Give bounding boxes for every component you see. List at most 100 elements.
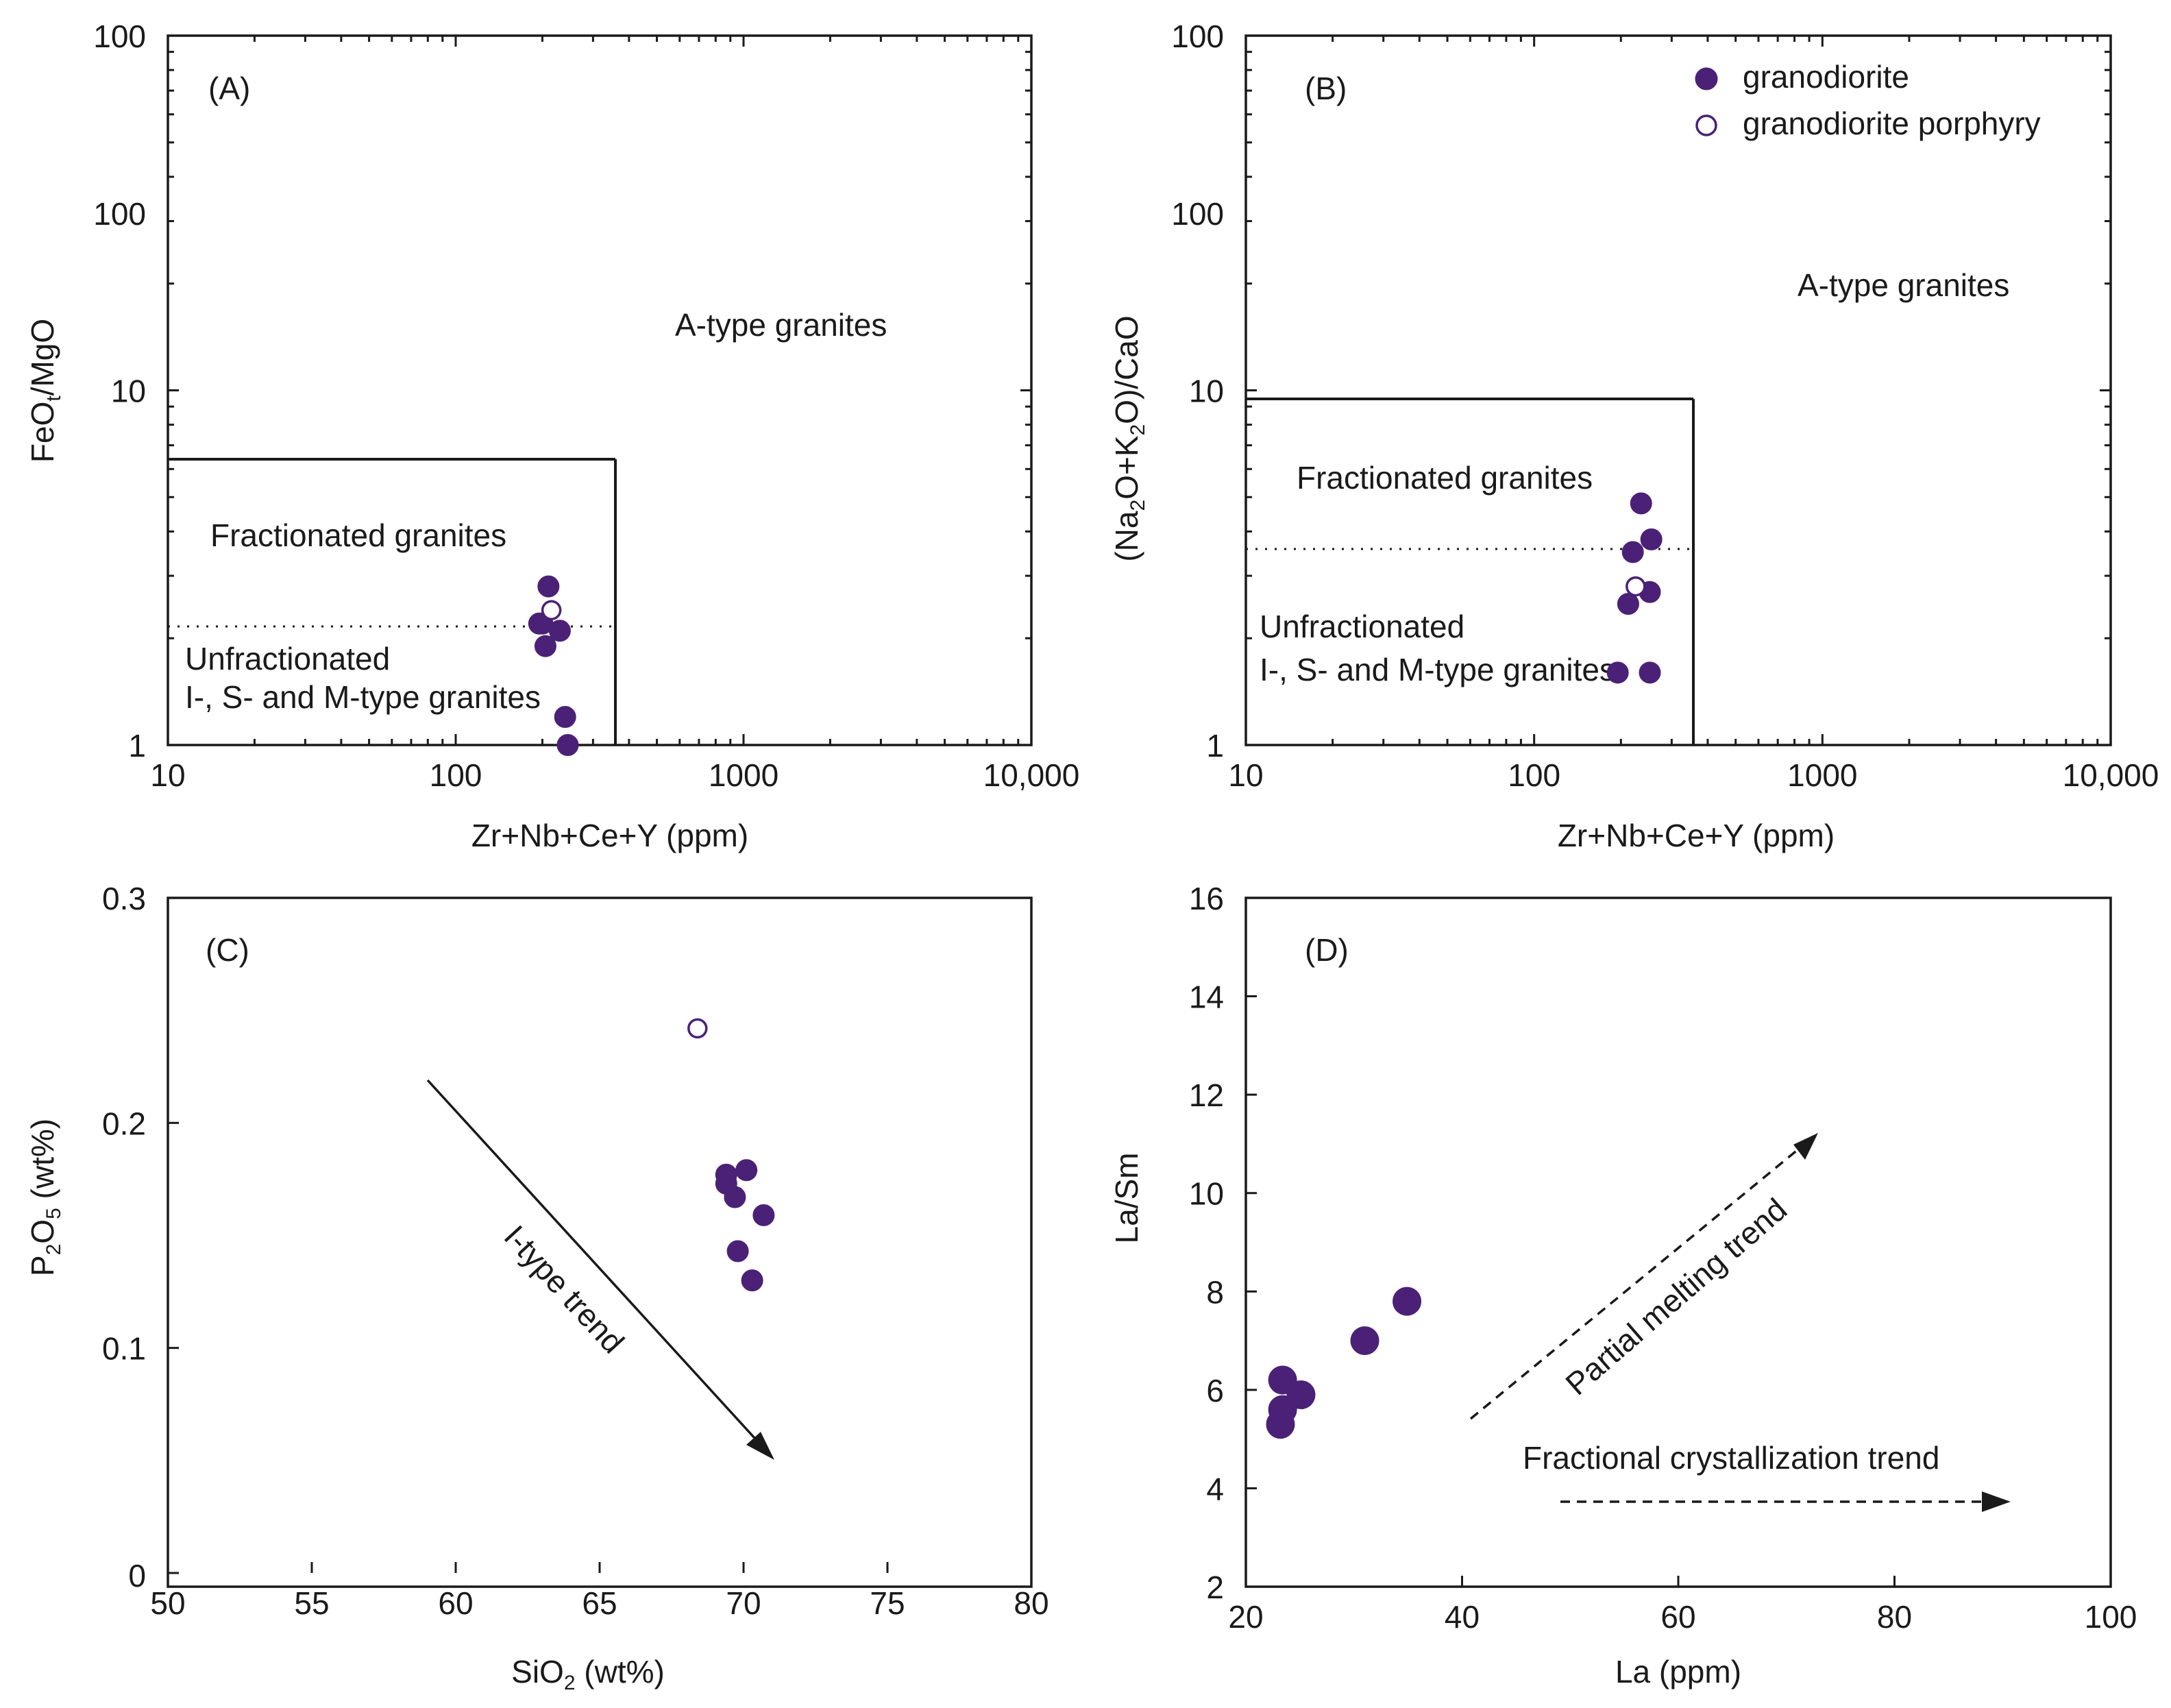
plot-frame xyxy=(167,896,1033,1588)
x-tick-label: 100 xyxy=(430,757,482,793)
unfractionated-label: Unfractionated xyxy=(185,641,390,676)
y-axis-title: La/Sm xyxy=(1109,1153,1144,1244)
data-point-granodiorite xyxy=(1350,1326,1379,1356)
trend-arrow-head xyxy=(1793,1133,1818,1160)
fractional-crystallization-trend-arrow xyxy=(1560,1491,2011,1512)
data-point-granodiorite xyxy=(724,1186,746,1208)
data-point-granodiorite xyxy=(752,1204,775,1226)
x-tick-label: 65 xyxy=(582,1585,617,1621)
x-tick-label: 20 xyxy=(1228,1599,1263,1635)
x-tick-label: 100 xyxy=(1508,757,1560,793)
legend: granodiorite granodiorite porphyry xyxy=(1695,59,2041,141)
panel-d: 20 40 60 80 100 2 4 6 8 10 12 14 16 (D) Partial melt… xyxy=(1109,881,2137,1689)
panel-label-d: (D) xyxy=(1305,932,1349,968)
plot-frame xyxy=(167,34,1033,746)
x-tick-label: 70 xyxy=(726,1585,761,1621)
data-point-granodiorite-porphyry xyxy=(541,600,562,620)
tick-marks xyxy=(1244,34,2111,746)
x-axis-title: Zr+Nb+Ce+Y (ppm) xyxy=(471,818,748,853)
data-point-granodiorite xyxy=(554,706,576,729)
tick-labels: 50 55 60 65 70 75 80 0 0.1 0.2 0.3 xyxy=(102,881,1049,1621)
fractional-crystallization-trend-label: Fractional crystallization trend xyxy=(1523,1440,1939,1476)
data-point-granodiorite xyxy=(537,575,560,598)
x-tick-label: 80 xyxy=(1877,1599,1912,1635)
data-point-granodiorite xyxy=(1639,661,1661,684)
panel-c: 50 55 60 65 70 75 80 0 0.1 0.2 0.3 (C) I-type tren… xyxy=(25,881,1049,1694)
x-tick-label: 80 xyxy=(1014,1585,1048,1621)
data-points xyxy=(1266,1286,1422,1439)
x-tick-label: 10,000 xyxy=(983,757,1080,793)
data-point-granodiorite xyxy=(1617,593,1639,615)
y-tick-label: 16 xyxy=(1189,881,1224,916)
tick-labels: 20 40 60 80 100 2 4 6 8 10 12 14 16 xyxy=(1189,881,2137,1635)
partial-melting-trend-label: Partial melting trend xyxy=(1558,1191,1793,1402)
data-points xyxy=(528,575,579,756)
fractionated-granites-label: Fractionated granites xyxy=(1297,460,1593,496)
y-tick-label: 14 xyxy=(1189,979,1224,1015)
legend-marker-granodiorite-porphyry xyxy=(1695,114,1717,136)
data-point-granodiorite xyxy=(556,734,579,756)
y-tick-label: 100 xyxy=(93,19,146,54)
data-point-granodiorite xyxy=(741,1269,763,1292)
legend-label-granodiorite: granodiorite xyxy=(1743,59,1909,95)
data-point-granodiorite xyxy=(1286,1380,1316,1410)
x-tick-label: 60 xyxy=(438,1585,473,1621)
y-tick-label: 4 xyxy=(1206,1471,1224,1506)
x-axis-title: La (ppm) xyxy=(1615,1654,1741,1689)
y-axis-title: (Na2O+K2O)/CaO xyxy=(1109,315,1149,561)
data-point-granodiorite xyxy=(1266,1410,1295,1439)
y-tick-label: 0 xyxy=(128,1558,146,1594)
data-point-granodiorite xyxy=(1640,528,1663,550)
data-point-granodiorite xyxy=(548,620,571,642)
data-point-granodiorite xyxy=(726,1240,749,1262)
y-tick-label: 10 xyxy=(1189,374,1224,409)
trend-arrow-line xyxy=(426,1079,763,1448)
y-tick-label: 6 xyxy=(1206,1373,1224,1408)
data-point-granodiorite xyxy=(1393,1286,1422,1316)
y-tick-label: 100 xyxy=(1171,19,1224,54)
legend-marker-granodiorite xyxy=(1695,67,1718,90)
data-point-granodiorite xyxy=(1606,661,1629,684)
data-point-granodiorite xyxy=(1621,541,1644,563)
data-points xyxy=(687,1018,775,1292)
partial-melting-trend-arrow xyxy=(1469,1133,1818,1420)
x-tick-label: 10 xyxy=(150,757,185,793)
panel-label-a: (A) xyxy=(208,71,250,106)
panel-label-c: (C) xyxy=(206,932,249,968)
i-type-trend-label: I-type trend xyxy=(498,1219,632,1361)
tick-marks xyxy=(167,34,1031,746)
y-tick-label: 12 xyxy=(1189,1077,1224,1113)
legend-label-granodiorite-porphyry: granodiorite porphyry xyxy=(1743,106,2041,141)
plot-frame xyxy=(1244,896,2112,1588)
y-tick-label: 1 xyxy=(128,728,146,764)
a-type-granites-label: A-type granites xyxy=(1798,267,2009,303)
i-type-trend-arrow xyxy=(426,1079,774,1460)
data-point-granodiorite xyxy=(1630,492,1652,515)
x-tick-label: 10,000 xyxy=(2063,757,2159,793)
tick-marks xyxy=(1244,896,2112,1588)
x-tick-label: 75 xyxy=(870,1585,905,1621)
trend-arrow-line xyxy=(1469,1145,1804,1420)
ism-type-granites-label: I-, S- and M-type granites xyxy=(1260,652,1615,687)
data-point-granodiorite xyxy=(534,635,556,657)
data-point-granodiorite-porphyry xyxy=(687,1018,708,1039)
x-tick-label: 50 xyxy=(150,1585,185,1621)
unfractionated-label: Unfractionated xyxy=(1260,609,1464,644)
x-tick-label: 1000 xyxy=(709,757,778,793)
x-axis-title: SiO2 (wt%) xyxy=(511,1654,665,1694)
x-tick-label: 60 xyxy=(1660,1599,1695,1635)
x-axis-title: Zr+Nb+Ce+Y (ppm) xyxy=(1558,818,1835,853)
y-tick-label: 0.2 xyxy=(102,1106,146,1141)
x-tick-label: 40 xyxy=(1445,1599,1480,1635)
x-tick-label: 10 xyxy=(1228,757,1263,793)
y-tick-label-extra: 100 xyxy=(1171,196,1224,232)
x-tick-label: 55 xyxy=(294,1585,329,1621)
panel-label-b: (B) xyxy=(1305,71,1347,106)
trend-arrow-head xyxy=(1982,1491,2011,1512)
ism-type-granites-label: I-, S- and M-type granites xyxy=(185,679,541,715)
data-points xyxy=(1606,492,1663,684)
